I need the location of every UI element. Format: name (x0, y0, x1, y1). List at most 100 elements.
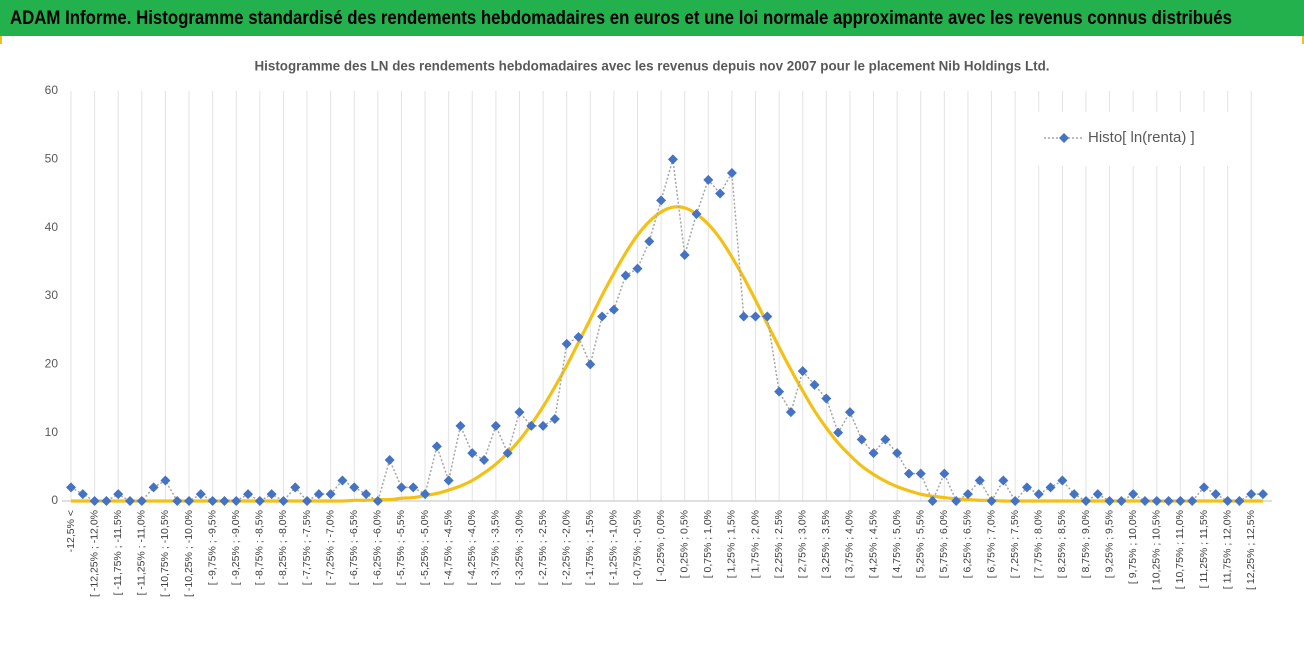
marker (113, 489, 124, 500)
x-tick-label: [ -0,75% ; -0,5% (631, 510, 643, 585)
marker (514, 407, 525, 418)
marker (939, 468, 950, 479)
marker (644, 236, 655, 247)
y-tick-label: 10 (45, 425, 59, 439)
marker (573, 332, 584, 342)
legend-label: Histo[ ln(renta) ] (1088, 129, 1195, 146)
marker (325, 489, 336, 500)
marker (1128, 489, 1139, 500)
marker (892, 448, 903, 459)
x-tick-label: [ 6,75% ; 7,0% (985, 510, 997, 578)
marker (455, 420, 466, 431)
marker (1139, 496, 1150, 506)
x-tick-label: [ 10,75% ; 11,0% (1174, 510, 1186, 589)
marker (195, 489, 206, 500)
marker (420, 489, 431, 500)
marker (715, 188, 726, 199)
x-tick-label: -12,5% < (65, 510, 77, 552)
y-tick-label: 60 (45, 83, 59, 97)
marker (349, 482, 360, 493)
marker (290, 482, 301, 493)
header-title: ADAM Informe. Histogramme standardisé de… (10, 8, 1232, 29)
marker (585, 359, 596, 370)
x-tick-label: [ -5,75% ; -5,5% (395, 510, 407, 585)
marker (1069, 489, 1080, 500)
x-tick-label: [ -9,75% ; -9,5% (206, 510, 218, 585)
y-tick-label: 0 (51, 493, 58, 507)
marker (679, 250, 690, 260)
x-tick-label: [ -1,25% ; -1,0% (608, 510, 620, 585)
marker (750, 311, 761, 322)
x-tick-label: [ -4,25% ; -4,0% (466, 510, 478, 585)
marker (1057, 475, 1068, 486)
x-tick-label: [ 2,75% ; 3,0% (797, 510, 809, 578)
marker (538, 420, 549, 431)
marker (89, 496, 100, 506)
marker (998, 475, 1009, 486)
marker (620, 270, 631, 281)
x-tick-label: [ 8,25% ; 8,5% (1056, 510, 1068, 578)
x-tick-label: [ 2,25% ; 2,5% (773, 510, 785, 578)
marker (1033, 489, 1044, 500)
x-tick-label: [ -12,25% ; -12,0% (88, 510, 100, 597)
x-tick-label: [ 10,25% ; 10,5% (1151, 510, 1163, 590)
marker (148, 482, 159, 493)
marker (986, 496, 997, 506)
marker (1116, 496, 1127, 506)
marker (774, 386, 785, 397)
marker (219, 496, 230, 506)
x-tick-label: [ 4,75% ; 5,0% (891, 510, 903, 578)
x-tick-label: [ 5,25% ; 5,5% (915, 510, 927, 578)
marker (467, 448, 478, 459)
marker (172, 496, 183, 506)
x-tick-label: [ 3,75% ; 4,0% (844, 510, 856, 578)
marker (184, 496, 195, 506)
x-tick-label: [ -1,75% ; -1,5% (584, 510, 596, 585)
marker (1198, 482, 1209, 493)
marker (1021, 482, 1032, 493)
marker (1151, 496, 1162, 506)
marker (1246, 489, 1257, 500)
x-tick-label: [ -9,25% ; -9,0% (230, 510, 242, 585)
x-tick-label: [ 12,25% ; 12,5% (1245, 510, 1257, 590)
x-tick-label: [ 7,25% ; 7,5% (1009, 510, 1021, 578)
x-tick-label: [ -10,25% ; -10,0% (183, 510, 195, 597)
marker (266, 489, 277, 500)
marker (608, 304, 619, 315)
chart-title: Histogramme des LN des rendements hebdom… (255, 58, 1050, 74)
marker (703, 174, 714, 185)
marker (361, 489, 372, 500)
marker (207, 496, 218, 506)
marker (597, 311, 608, 322)
x-tick-label: [ 1,75% ; 2,0% (749, 510, 761, 578)
x-tick-label: [ -6,25% ; -6,0% (372, 510, 384, 585)
marker (844, 407, 855, 418)
legend-marker (1059, 133, 1069, 143)
marker (1104, 496, 1115, 506)
marker (809, 379, 820, 390)
x-tick-label: [ 4,25% ; 4,5% (867, 510, 879, 578)
x-tick-label: [ -3,75% ; -3,5% (490, 510, 502, 585)
marker (1234, 496, 1245, 506)
marker (1222, 496, 1233, 506)
x-tick-label: [ -0,25% ; 0,0% (655, 510, 667, 582)
marker (561, 338, 572, 349)
marker (762, 311, 773, 322)
x-tick-label: [ -8,25% ; -8,0% (277, 510, 289, 585)
marker (962, 489, 973, 500)
marker (974, 475, 985, 486)
x-tick-label: [ -3,25% ; -3,0% (513, 510, 525, 585)
marker (549, 414, 560, 424)
marker (833, 427, 844, 438)
marker (136, 496, 147, 506)
x-tick-label: [ 1,25% ; 1,5% (726, 510, 738, 578)
marker (443, 475, 454, 486)
marker (856, 434, 867, 445)
marker (1010, 496, 1021, 506)
marker (77, 489, 88, 500)
marker (278, 496, 289, 506)
marker (951, 496, 962, 506)
x-tick-label: [ -11,75% ; -11,5% (112, 510, 124, 595)
y-tick-label: 50 (45, 152, 59, 166)
